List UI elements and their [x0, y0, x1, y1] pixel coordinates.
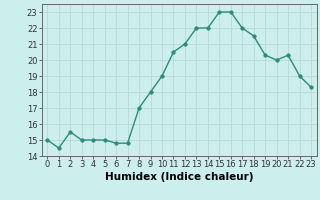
- X-axis label: Humidex (Indice chaleur): Humidex (Indice chaleur): [105, 172, 253, 182]
